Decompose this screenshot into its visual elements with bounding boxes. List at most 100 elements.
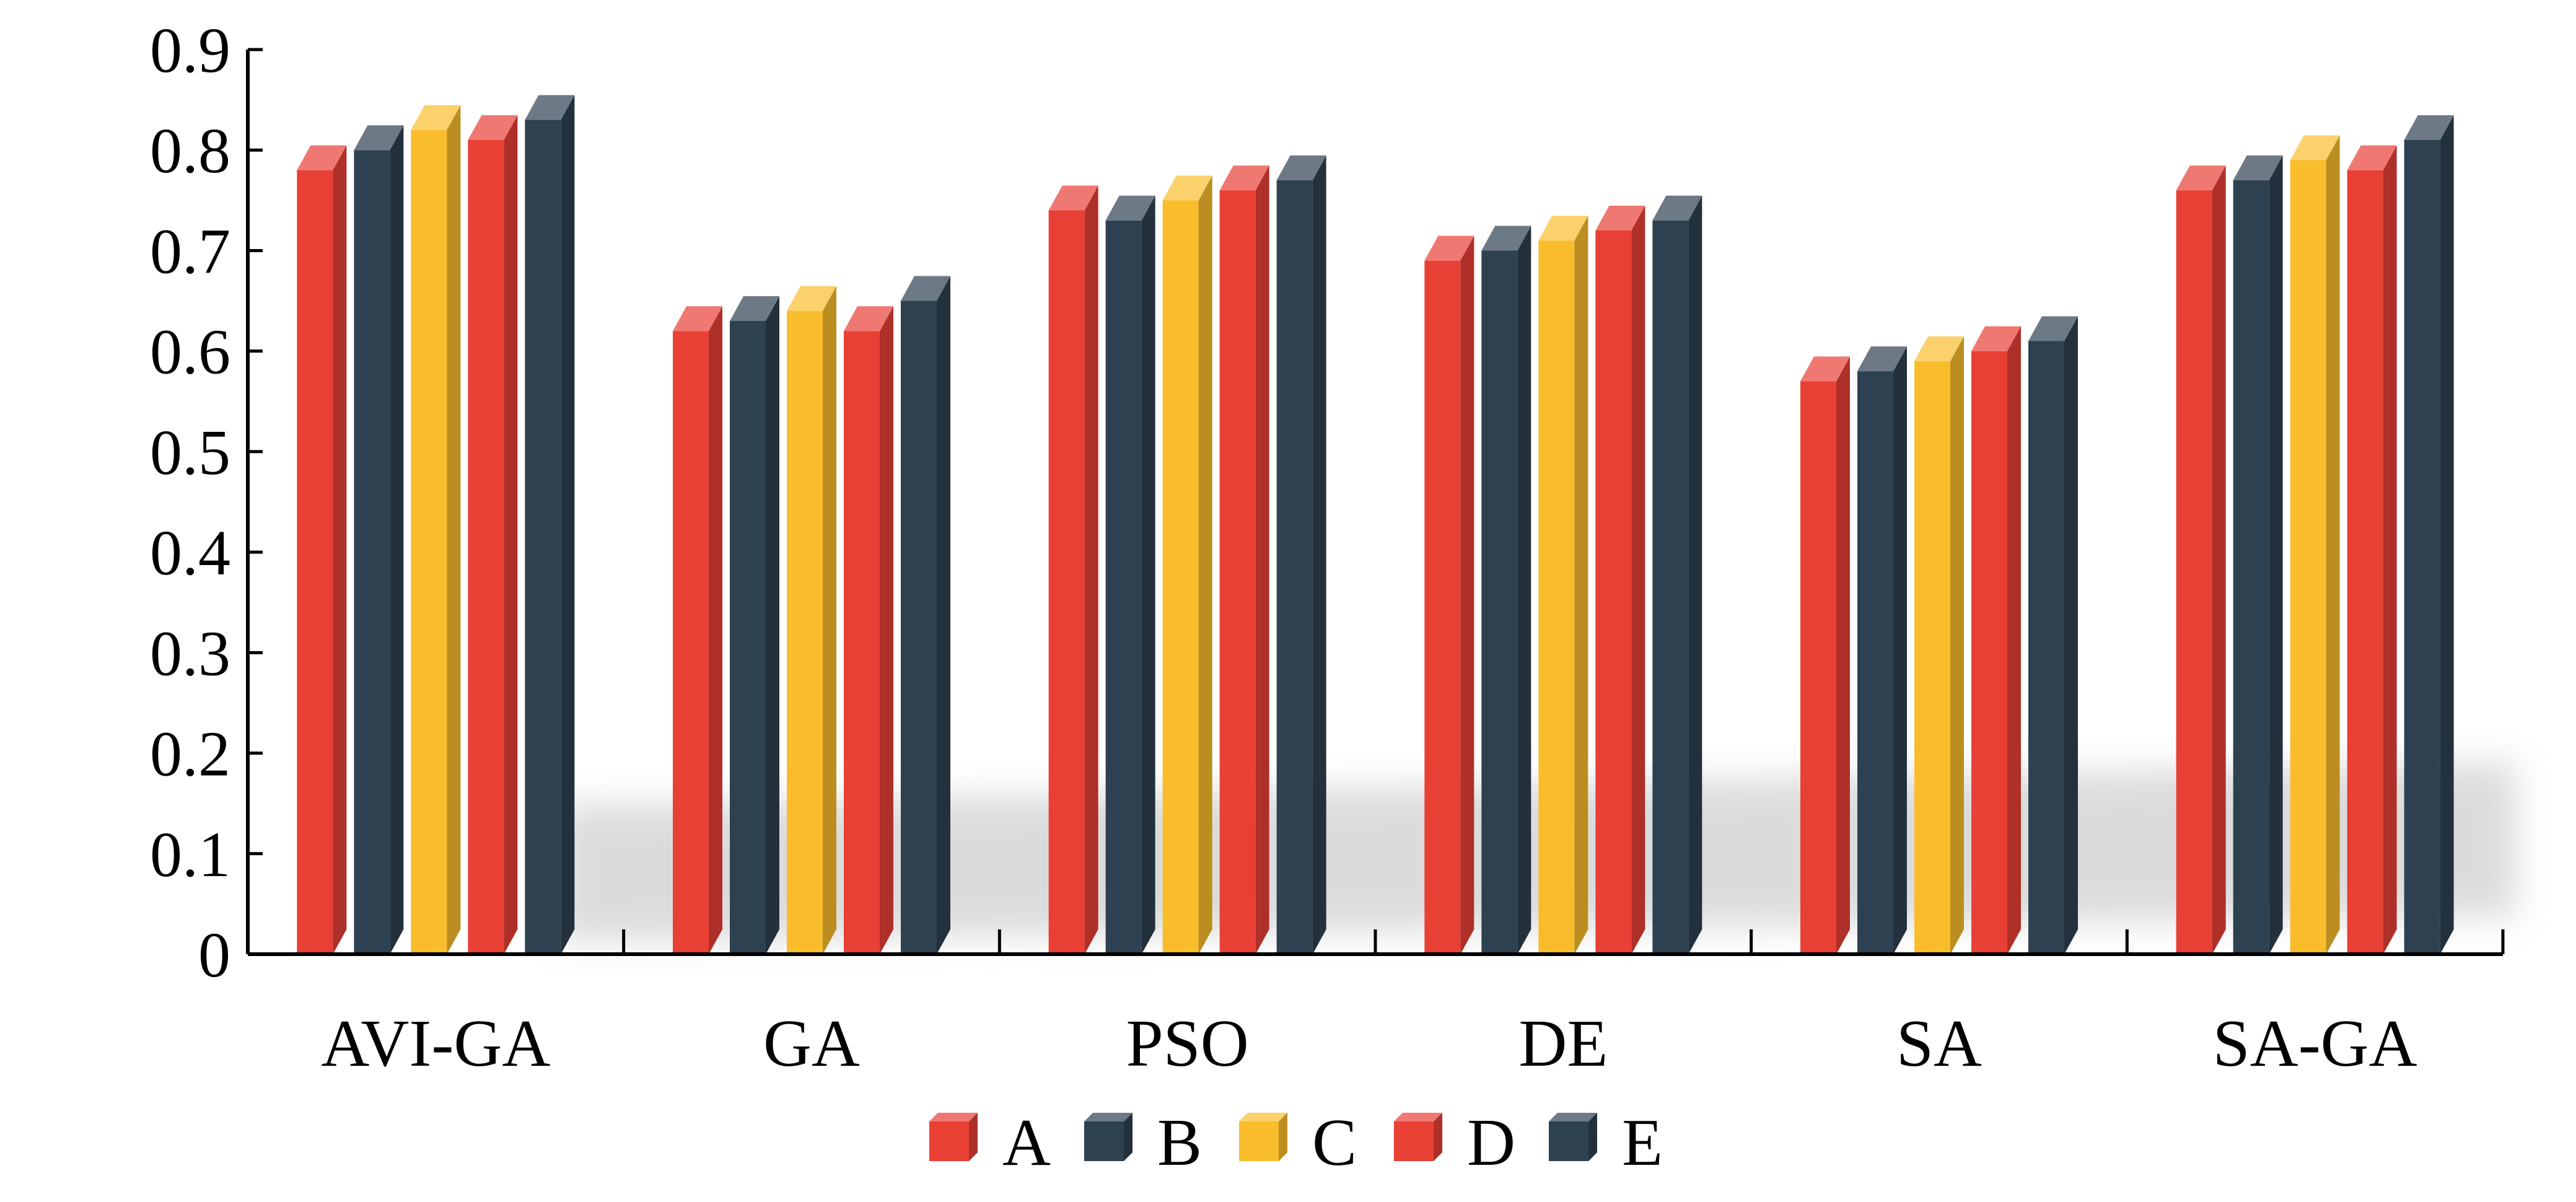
- legend-swatch: [1239, 1121, 1279, 1161]
- bar-side: [1198, 175, 1212, 954]
- bar-B-AVI-GA: [354, 125, 404, 955]
- legend-swatch: [1549, 1121, 1588, 1161]
- legend: A B C D E: [929, 1106, 1663, 1180]
- bar-top: [1914, 336, 1964, 361]
- bar-C-SA-GA: [2290, 135, 2340, 954]
- legend-swatch-top: [1239, 1113, 1287, 1121]
- bar-top: [297, 145, 347, 170]
- bar-D-PSO: [1219, 165, 1269, 955]
- bar-front: [1162, 200, 1199, 954]
- legend-item-E: E: [1549, 1106, 1663, 1180]
- bar-front: [525, 120, 561, 955]
- bar-C-AVI-GA: [411, 105, 461, 954]
- y-tick-label: 0.7: [150, 216, 230, 287]
- category-label: DE: [1518, 1007, 1608, 1081]
- bar-side: [2269, 155, 2283, 954]
- bar-E-GA: [901, 276, 950, 954]
- bar-side: [2383, 145, 2397, 955]
- bar-top: [1276, 155, 1326, 180]
- bar-B-DE: [1481, 226, 1531, 954]
- bar-side: [2212, 165, 2226, 955]
- legend-item-D: D: [1394, 1106, 1515, 1180]
- y-tick-label: 0.2: [150, 719, 230, 790]
- legend-swatch-side: [1279, 1113, 1287, 1161]
- floor-shadow-band: [558, 762, 2515, 942]
- bar-front: [2347, 170, 2383, 955]
- bar-side: [2064, 316, 2078, 954]
- bar-side: [390, 125, 404, 955]
- bar-top: [2176, 165, 2226, 191]
- legend-item-C: C: [1239, 1106, 1357, 1180]
- bar-side: [709, 306, 722, 955]
- bar-front: [1652, 220, 1689, 954]
- bar-top: [2347, 145, 2397, 170]
- axes-group: [246, 48, 2505, 956]
- y-tick-label: 0.5: [150, 417, 230, 488]
- bar-side: [1893, 346, 1907, 954]
- bar-top: [468, 115, 518, 140]
- category-labels: AVI-GA GA PSO DE SA SA-GA: [321, 1007, 2417, 1081]
- bar-D-SA: [1971, 326, 2021, 954]
- bar-front: [2028, 341, 2064, 954]
- category-label: SA-GA: [2213, 1007, 2417, 1081]
- bar-front: [1800, 381, 1836, 954]
- bar-C-GA: [787, 286, 836, 954]
- bar-C-PSO: [1162, 175, 1212, 954]
- bar-side: [1836, 356, 1850, 954]
- bar-front: [2290, 160, 2326, 954]
- bar-front: [297, 170, 333, 955]
- legend-swatch: [929, 1121, 969, 1161]
- bar-front: [901, 300, 937, 954]
- bar-side: [1312, 155, 1326, 954]
- bar-side: [766, 296, 779, 954]
- bar-side: [2440, 115, 2454, 954]
- legend-item-B: B: [1084, 1106, 1202, 1180]
- legend-swatch-side: [1434, 1113, 1442, 1161]
- bar-front: [2404, 140, 2440, 954]
- bar-top: [730, 296, 779, 321]
- y-tick-label: 0: [198, 919, 230, 991]
- bar-top: [411, 105, 461, 130]
- bar-front: [844, 331, 880, 954]
- bar-C-DE: [1538, 216, 1588, 955]
- floor-shadow: [558, 762, 2515, 942]
- bar-top: [354, 125, 404, 151]
- bar-front: [1424, 260, 1461, 955]
- bar-top: [1162, 175, 1212, 201]
- bar-top: [2404, 115, 2454, 140]
- bar-front: [1595, 230, 1632, 954]
- bar-top: [2028, 316, 2078, 341]
- bar-A-SA: [1800, 356, 1850, 954]
- bars-group: [297, 95, 2454, 955]
- bar-B-SA-GA: [2233, 155, 2283, 954]
- bar-front: [730, 321, 766, 954]
- bar-top: [1048, 185, 1098, 211]
- legend-swatch: [1394, 1121, 1434, 1161]
- bar-side: [1460, 235, 1474, 955]
- bar-top: [1481, 226, 1531, 251]
- bar-side: [2326, 135, 2340, 954]
- legend-swatch-top: [929, 1113, 978, 1121]
- legend-item-A: A: [929, 1106, 1051, 1180]
- legend-label: E: [1622, 1106, 1663, 1180]
- bar-A-AVI-GA: [297, 145, 347, 955]
- y-tick-labels: 0 0.1 0.2 0.3 0.4 0.5 0.6 0.7 0.8 0.9: [150, 15, 230, 991]
- bar-front: [1048, 210, 1085, 954]
- bar-front: [1105, 220, 1142, 954]
- bar-front: [2233, 180, 2269, 954]
- bar-side: [1517, 226, 1531, 954]
- bar-side: [1688, 195, 1702, 954]
- bar-front: [1276, 180, 1313, 954]
- bar-E-SA-GA: [2404, 115, 2454, 954]
- bar-side: [1574, 216, 1588, 955]
- bar-side: [561, 95, 575, 955]
- legend-swatch-top: [1549, 1113, 1597, 1121]
- bar-side: [1141, 195, 1155, 954]
- bar-E-AVI-GA: [525, 95, 575, 955]
- legend-swatch-side: [969, 1113, 978, 1161]
- legend-swatch-side: [1124, 1113, 1132, 1161]
- bar-A-DE: [1424, 235, 1474, 955]
- category-label: PSO: [1126, 1007, 1249, 1081]
- bar-E-DE: [1652, 195, 1702, 954]
- bar-side: [1084, 185, 1098, 954]
